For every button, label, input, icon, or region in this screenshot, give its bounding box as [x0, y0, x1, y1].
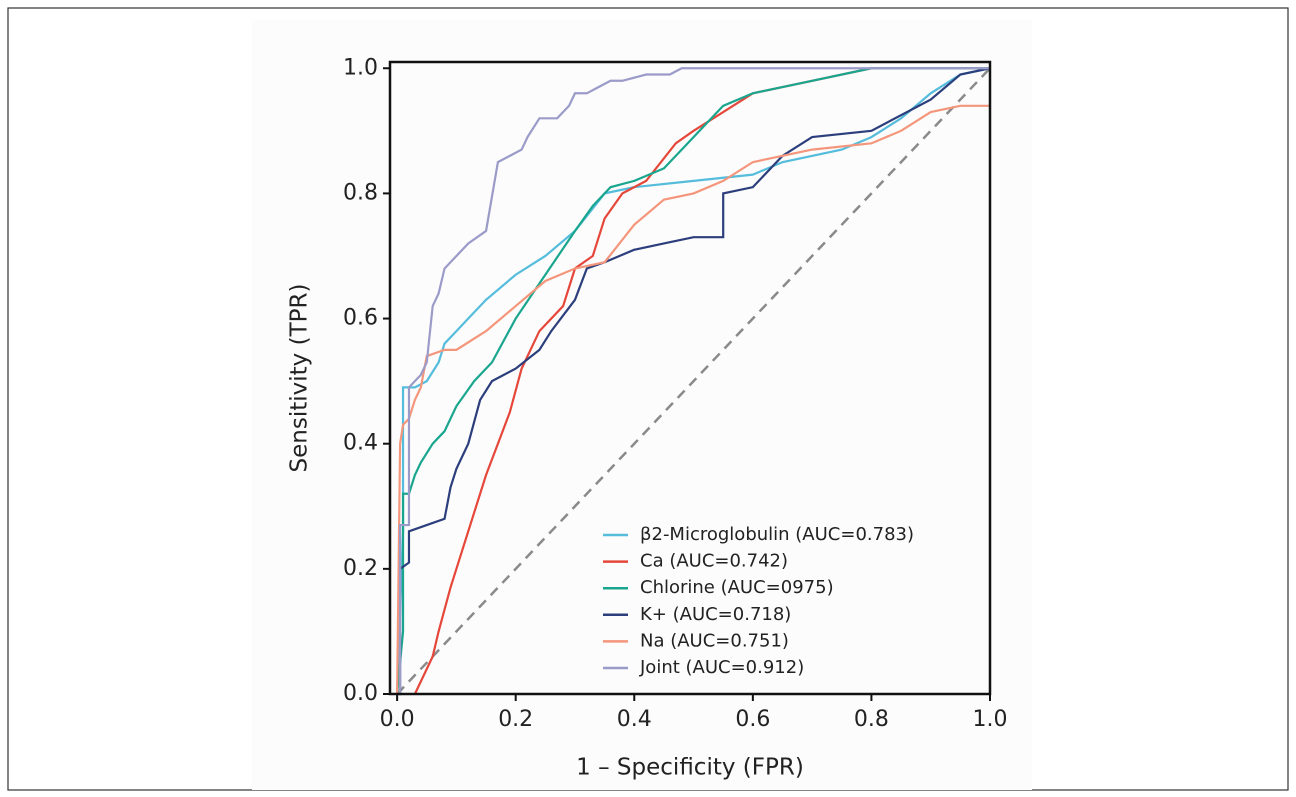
- x-tick-label: 0.6: [735, 707, 770, 732]
- x-tick-label: 0.8: [854, 707, 889, 732]
- roc-curve: [396, 67, 990, 695]
- legend-label: Ca (AUC=0.742): [640, 551, 788, 572]
- x-tick-label: 0.4: [617, 707, 652, 732]
- reference-line: [396, 67, 991, 695]
- figure-background: [252, 20, 1032, 790]
- plot-frame: [388, 60, 992, 696]
- x-tick-label: 0.0: [380, 707, 415, 732]
- y-tick-label: 1.0: [343, 55, 378, 80]
- roc-curve: [397, 67, 990, 696]
- y-axis-label: Sensitivity (TPR): [287, 284, 313, 473]
- roc-curve: [397, 67, 991, 696]
- roc-curve: [396, 104, 990, 695]
- legend-label: Na (AUC=0.751): [640, 630, 789, 651]
- legend-label: β2-Microglobulin (AUC=0.783): [640, 524, 914, 545]
- x-tick-label: 1.0: [973, 707, 1008, 732]
- y-tick-label: 0.0: [343, 681, 378, 706]
- x-axis-label: 1 – Specificity (FPR): [576, 755, 804, 781]
- legend-label: K+ (AUC=0.718): [640, 604, 791, 625]
- y-tick-label: 0.8: [343, 180, 378, 205]
- x-tick-label: 0.2: [498, 707, 533, 732]
- roc-curve: [413, 67, 990, 695]
- legend-label: Joint (AUC=0.912): [639, 657, 804, 678]
- legend-label: Chlorine (AUC=0975): [640, 577, 834, 598]
- y-tick-label: 0.2: [343, 556, 378, 581]
- roc-curve: [396, 67, 991, 695]
- y-tick-label: 0.6: [343, 306, 378, 331]
- y-tick-label: 0.4: [343, 431, 378, 456]
